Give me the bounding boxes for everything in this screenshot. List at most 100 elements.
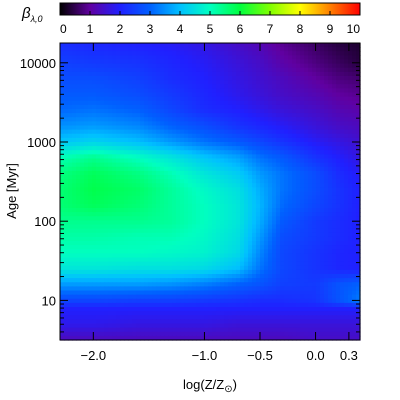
heatmap-cell [96, 109, 101, 114]
heatmap-cell [288, 76, 293, 81]
heatmap-cell [160, 117, 165, 122]
heatmap-cell [300, 88, 305, 94]
heatmap-cell [152, 142, 157, 147]
colorbar-tick-label: 7 [267, 22, 274, 36]
heatmap-cell [112, 183, 117, 188]
heatmap-cell [88, 150, 93, 155]
heatmap-cell [272, 129, 277, 135]
heatmap-cell [68, 80, 73, 85]
heatmap-cell [296, 274, 301, 279]
heatmap-cell [120, 249, 125, 254]
heatmap-cell [72, 183, 77, 188]
heatmap-cell [312, 265, 317, 271]
heatmap-cell [148, 253, 153, 259]
heatmap-cell [236, 137, 241, 143]
heatmap-cell [220, 232, 225, 238]
heatmap-cell [336, 195, 341, 201]
heatmap-cell [352, 154, 357, 160]
heatmap-cell [68, 212, 73, 217]
heatmap-cell [148, 100, 153, 106]
heatmap-cell [124, 109, 129, 114]
heatmap-cell [160, 146, 165, 151]
heatmap-cell [184, 175, 189, 180]
heatmap-cell [212, 137, 217, 143]
heatmap-cell [88, 142, 93, 147]
heatmap-cell [264, 195, 269, 201]
heatmap-cell [276, 274, 281, 279]
heatmap-cell [136, 96, 141, 102]
heatmap-cell [240, 158, 245, 164]
heatmap-cell [288, 307, 293, 312]
heatmap-cell [352, 269, 357, 275]
heatmap-cell [264, 100, 269, 106]
heatmap-cell [156, 269, 161, 275]
heatmap-cell [112, 47, 117, 52]
heatmap-cell [272, 67, 277, 73]
heatmap-cell [312, 67, 317, 73]
heatmap-cell [244, 100, 249, 106]
heatmap-cell [84, 290, 89, 296]
heatmap-cell [304, 67, 309, 73]
heatmap-cell [356, 199, 361, 205]
heatmap-cell [104, 265, 109, 271]
heatmap-cell [204, 257, 209, 263]
heatmap-cell [84, 121, 89, 127]
heatmap-cell [204, 228, 209, 234]
heatmap-cell [320, 183, 325, 188]
heatmap-cell [292, 133, 297, 139]
heatmap-cell [300, 232, 305, 238]
heatmap-cell [200, 137, 205, 143]
heatmap-cell [152, 47, 157, 52]
heatmap-cell [160, 63, 165, 69]
heatmap-cell [196, 311, 201, 316]
heatmap-cell [76, 265, 81, 271]
heatmap-cell [312, 96, 317, 102]
heatmap-cell [112, 212, 117, 217]
heatmap-cell [352, 191, 357, 197]
heatmap-cell [120, 302, 125, 308]
heatmap-cell [80, 261, 85, 267]
heatmap-cell [240, 298, 245, 304]
heatmap-cell [116, 228, 121, 234]
heatmap-cell [212, 104, 217, 110]
heatmap-cell [328, 224, 333, 230]
heatmap-cell [204, 216, 209, 221]
heatmap-cell [304, 241, 309, 246]
heatmap-cell [216, 51, 221, 56]
heatmap-cell [76, 315, 81, 320]
heatmap-cell [288, 282, 293, 287]
heatmap-cell [240, 236, 245, 242]
heatmap-cell [76, 121, 81, 127]
heatmap-cell [352, 55, 357, 61]
heatmap-cell [320, 203, 325, 209]
heatmap-cell [236, 253, 241, 259]
heatmap-cell [220, 63, 225, 69]
heatmap-cell [280, 63, 285, 69]
heatmap-cell [272, 80, 277, 85]
heatmap-cell [136, 166, 141, 172]
heatmap-cell [168, 179, 173, 184]
heatmap-cell [252, 96, 257, 102]
heatmap-cell [224, 47, 229, 52]
heatmap-cell [268, 100, 273, 106]
heatmap-cell [88, 302, 93, 308]
heatmap-cell [348, 278, 353, 283]
heatmap-cell [228, 51, 233, 56]
heatmap-cell [100, 109, 105, 114]
heatmap-cell [300, 311, 305, 316]
heatmap-cell [184, 274, 189, 279]
heatmap-cell [172, 265, 177, 271]
heatmap-cell [208, 298, 213, 304]
heatmap-cell [224, 88, 229, 94]
heatmap-cell [212, 278, 217, 283]
heatmap-cell [292, 43, 297, 48]
heatmap-cell [316, 80, 321, 85]
heatmap-cell [80, 142, 85, 147]
heatmap-cell [204, 47, 209, 52]
heatmap-cell [60, 245, 65, 250]
heatmap-cell [348, 232, 353, 238]
heatmap-cell [184, 212, 189, 217]
heatmap-cell [216, 170, 221, 176]
heatmap-cell [316, 109, 321, 114]
heatmap-cell [188, 245, 193, 250]
